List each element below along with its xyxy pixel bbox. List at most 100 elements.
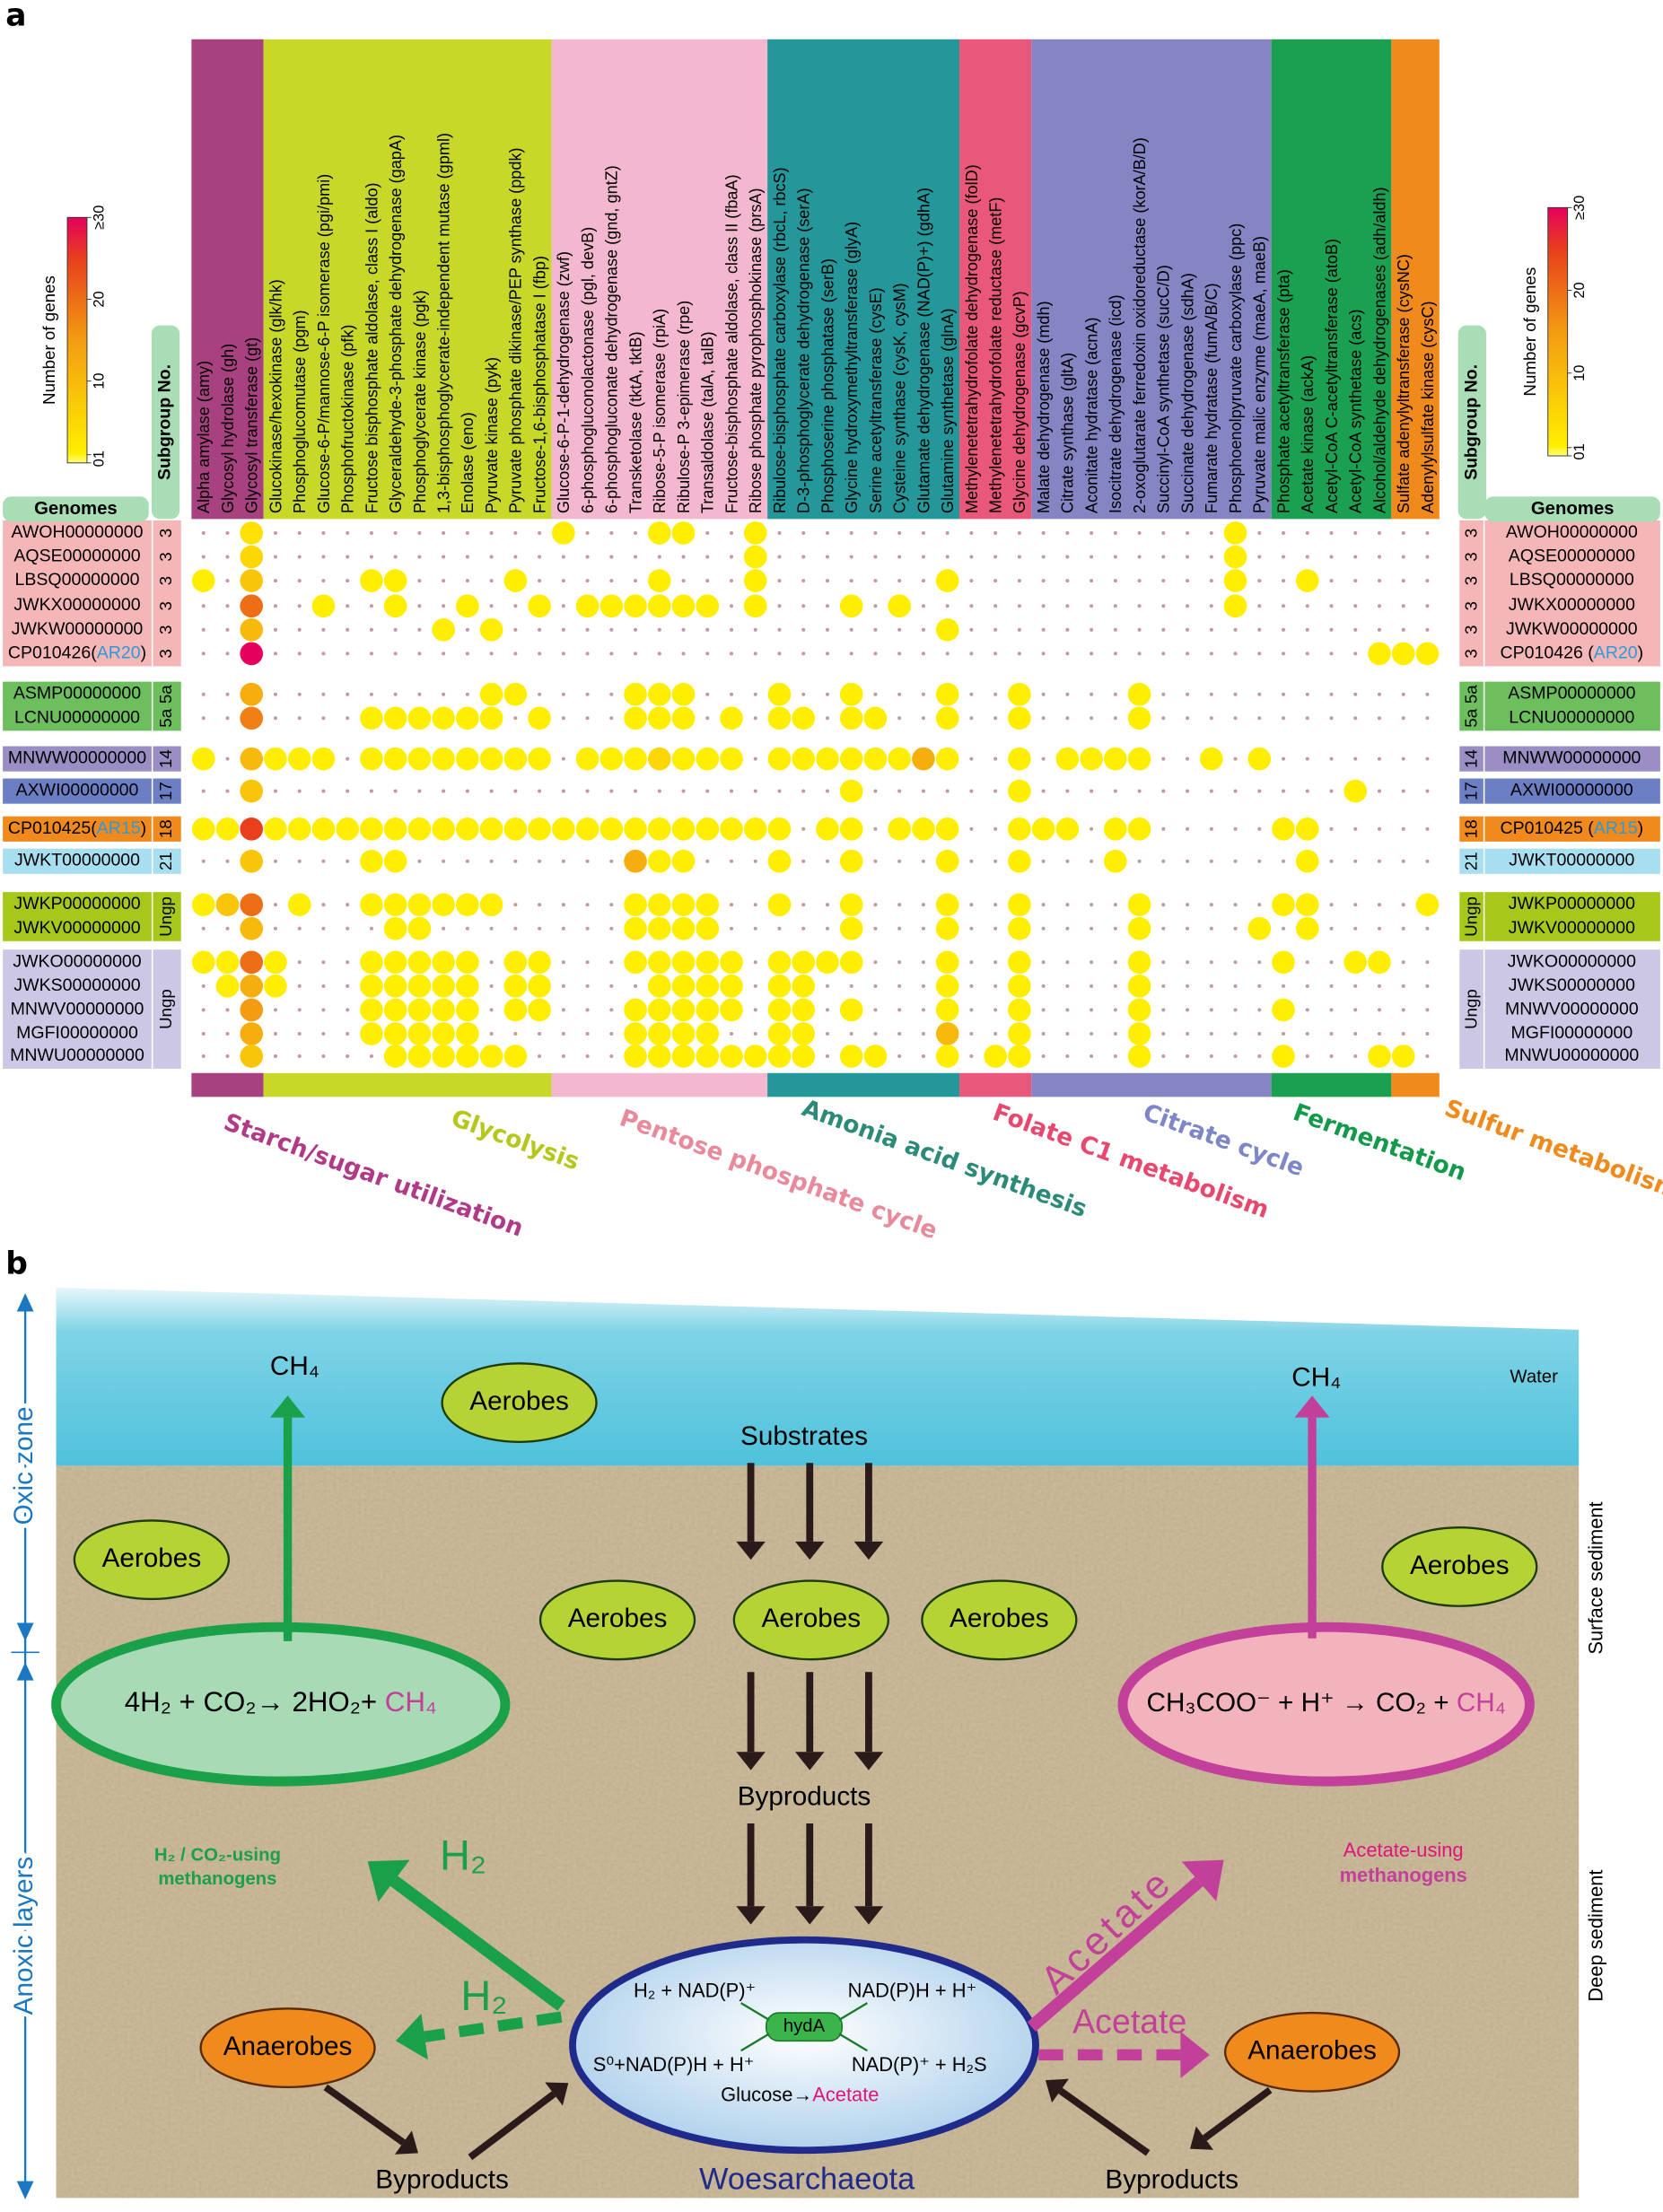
gene-count-dot xyxy=(825,627,829,632)
gene-count-dot xyxy=(705,789,710,793)
gene-count-dot xyxy=(825,692,829,696)
gene-count-dot xyxy=(600,817,624,841)
gene-count-dot xyxy=(273,530,277,536)
gene-count-dot xyxy=(1008,975,1031,998)
gene-count-dot xyxy=(1425,530,1430,536)
gene-count-dot xyxy=(935,916,959,940)
gene-count-dot xyxy=(1209,530,1213,536)
gene-count-dot xyxy=(215,975,240,998)
gene-count-dot xyxy=(969,903,974,907)
gene-count-dot xyxy=(513,716,518,721)
gene-count-dot xyxy=(1377,859,1382,863)
gene-count-dot xyxy=(1233,903,1238,907)
gene-count-dot xyxy=(1041,604,1046,608)
gene-count-dot xyxy=(839,998,863,1022)
subgroup-box xyxy=(1459,681,1484,731)
gene-count-dot xyxy=(1137,859,1142,863)
gene-count-dot xyxy=(1186,926,1190,931)
substrates: Substrates xyxy=(740,1421,868,1451)
colorbar-tick-label: ≥30 xyxy=(1571,196,1588,220)
gene-count-dot xyxy=(1186,960,1190,965)
group-label: Glycolysis xyxy=(448,1104,583,1176)
aerobes-label: Aerobes xyxy=(762,1604,862,1633)
genome-box xyxy=(3,848,152,874)
gene-count-dot xyxy=(1209,926,1213,931)
equation-part: 4H₂ + CO₂→ 2HO₂+ xyxy=(125,1686,385,1718)
gene-count-dot xyxy=(369,926,373,931)
gene-count-dot xyxy=(839,706,863,730)
gene-count-dot xyxy=(1425,604,1430,608)
gene-count-dot xyxy=(383,1045,407,1068)
genome-label-part: ASMP00000000 xyxy=(1508,684,1635,704)
genome-label-part: JWKS00000000 xyxy=(13,975,140,995)
gene-count-dot xyxy=(225,756,230,761)
gene-count-dot xyxy=(513,926,518,931)
gene-count-dot xyxy=(1233,627,1238,632)
equation-part: CH₃COO⁻ + H⁺ → CO₂ + xyxy=(1147,1688,1457,1718)
gene-count-dot xyxy=(369,1054,373,1059)
gene-count-dot xyxy=(513,859,518,863)
gene-count-dot xyxy=(346,1054,350,1059)
gene-count-dot xyxy=(873,926,878,931)
gene-count-dot xyxy=(792,1045,816,1068)
genome-label-part: MNWV00000000 xyxy=(1505,1000,1639,1019)
gene-count-dot xyxy=(1233,756,1238,761)
anaerobes xyxy=(199,2007,376,2089)
gene-count-dot xyxy=(240,1022,264,1045)
gene-count-dot xyxy=(753,1031,757,1036)
genome-box xyxy=(1484,816,1660,842)
subgroup-label: 14 xyxy=(156,749,175,768)
subgroup-label: 14 xyxy=(1461,749,1480,768)
gene-count-dot xyxy=(489,555,494,559)
gene-count-dot xyxy=(624,1045,647,1068)
gene-count-dot xyxy=(1247,916,1272,940)
gene-count-dot xyxy=(1113,1031,1117,1036)
gene-count-dot xyxy=(647,950,671,975)
gene-name: Phosphate acetyltransferase (pta) xyxy=(1274,269,1292,513)
gene-count-dot xyxy=(465,627,469,632)
gene-count-dot xyxy=(442,859,446,863)
subgroup-box xyxy=(153,778,181,804)
group-header xyxy=(1391,39,1440,520)
gene-count-dot xyxy=(801,627,806,632)
header-box xyxy=(151,325,180,520)
gene-count-dot xyxy=(1415,642,1440,666)
gene-count-dot xyxy=(201,651,206,656)
enzyme-link xyxy=(838,2002,868,2021)
gene-count-dot xyxy=(912,817,935,841)
group-footer xyxy=(551,1072,768,1097)
gene-count-dot xyxy=(801,926,806,931)
gene-count-dot xyxy=(1041,627,1046,632)
gene-count-dot xyxy=(1353,984,1358,988)
gene-count-dot xyxy=(297,960,302,965)
gene-count-dot xyxy=(609,530,614,536)
gene-count-dot xyxy=(863,1045,888,1068)
group-footer xyxy=(191,1072,264,1097)
gene-count-dot xyxy=(897,984,902,988)
gene-count-dot xyxy=(201,604,206,608)
gene-count-dot xyxy=(1305,984,1309,988)
gene-count-dot xyxy=(489,926,494,931)
reaction: H₂ + NAD(P)⁺ xyxy=(634,1979,756,2001)
subgroup-box xyxy=(153,746,181,772)
gene-count-dot xyxy=(825,716,829,721)
gene-count-dot xyxy=(897,1054,902,1059)
gene-count-dot xyxy=(1161,651,1166,656)
gene-count-dot xyxy=(1329,1008,1334,1012)
gene-count-dot xyxy=(969,604,974,608)
gene-count-dot xyxy=(1377,756,1382,761)
genome-label: MNWW00000000 xyxy=(1502,748,1641,768)
gene-count-dot xyxy=(921,926,925,931)
gene-count-dot xyxy=(849,984,853,988)
gene-count-dot xyxy=(1090,651,1094,656)
gene-count-dot xyxy=(273,555,277,559)
gene-count-dot xyxy=(993,1008,998,1012)
gene-count-dot xyxy=(1186,756,1190,761)
gene-count-dot xyxy=(538,903,542,907)
gene-count-dot xyxy=(1401,960,1405,965)
group-label: Fermentation xyxy=(1290,1098,1470,1186)
gene-count-dot xyxy=(1090,1031,1094,1036)
gene-name: Aconitate hydratase (acnA) xyxy=(1082,318,1100,514)
gene-count-dot xyxy=(753,960,757,965)
gene-count-dot xyxy=(1161,1031,1166,1036)
